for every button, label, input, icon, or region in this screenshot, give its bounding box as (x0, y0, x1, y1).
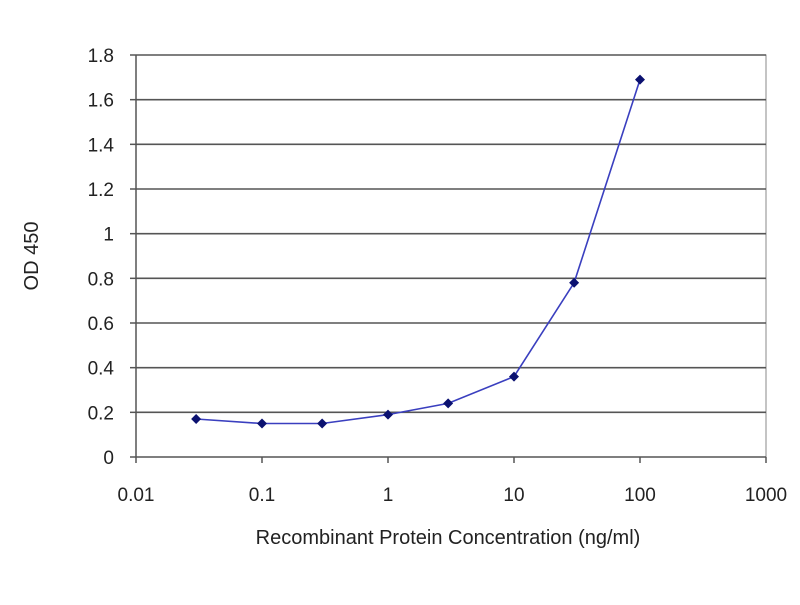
x-tick-label: 1000 (745, 485, 787, 506)
data-point (635, 74, 645, 85)
x-tick-label: 0.1 (249, 485, 275, 506)
x-ticks: 0.01 0.1 1 10 100 1000 (118, 457, 787, 506)
data-point (383, 409, 393, 420)
y-tick-label: 0.2 (88, 403, 114, 424)
y-tick-label: 1.2 (88, 180, 114, 201)
y-ticks: 0 0.2 0.4 0.6 0.8 1 1.2 1.4 1.6 1.8 (88, 46, 136, 469)
data-point (257, 418, 267, 429)
y-tick-label: 0.4 (88, 359, 115, 380)
data-point (569, 277, 580, 288)
y-tick-label: 1.6 (88, 91, 114, 112)
y-tick-label: 0 (103, 448, 114, 469)
axes (135, 55, 766, 458)
y-tick-label: 1.8 (88, 46, 114, 67)
y-tick-label: 0.8 (88, 269, 114, 290)
series-group (191, 74, 645, 429)
x-tick-label: 1 (383, 485, 394, 506)
data-point (191, 414, 202, 425)
y-tick-label: 0.6 (88, 314, 114, 335)
x-tick-label: 0.01 (118, 485, 155, 506)
data-point (509, 371, 519, 382)
plot-area (135, 54, 767, 458)
series-line (196, 79, 641, 425)
x-axis-title: Recombinant Protein Concentration (ng/ml… (256, 527, 641, 549)
data-point (443, 398, 454, 409)
y-axis-title: OD 450 (21, 222, 43, 291)
y-tick-label: 1 (103, 225, 114, 246)
y-tick-label: 1.4 (88, 135, 115, 156)
data-point (317, 418, 328, 429)
grid-lines (136, 54, 766, 414)
x-tick-label: 100 (624, 485, 656, 506)
x-tick-label: 10 (503, 485, 524, 506)
